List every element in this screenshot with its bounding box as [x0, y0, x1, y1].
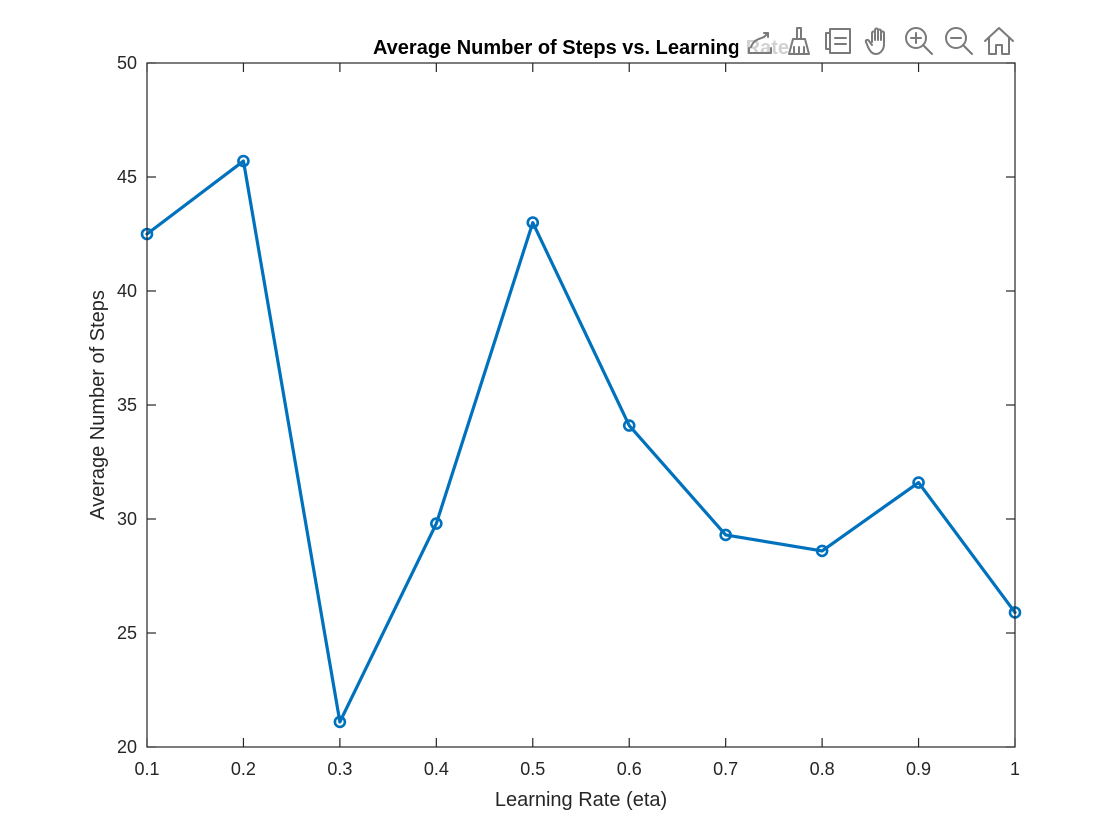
data-point-marker — [430, 517, 443, 530]
zoom-out-button[interactable] — [940, 22, 978, 60]
y-tick-label: 35 — [117, 395, 137, 415]
zoom-out-icon — [945, 27, 973, 55]
data-brush-button[interactable] — [780, 22, 818, 60]
axes-box — [146, 62, 1016, 748]
data-point-marker — [912, 476, 925, 489]
zoom-in-button[interactable] — [900, 22, 938, 60]
x-tick-label: 0.7 — [713, 759, 738, 779]
data-point-marker — [719, 528, 732, 542]
x-tick-label: 0.5 — [520, 759, 545, 779]
x-tick-label: 0.8 — [810, 759, 835, 779]
data-point-marker — [237, 154, 250, 168]
x-tick-label: 0.2 — [231, 759, 256, 779]
zoom-in-icon — [905, 27, 933, 55]
x-tick-label: 0.6 — [617, 759, 642, 779]
x-tick-label: 0.4 — [424, 759, 449, 779]
plot-area — [147, 63, 1015, 747]
data-point-marker — [526, 216, 540, 229]
legend-icon — [825, 28, 851, 54]
y-tick-label: 25 — [117, 623, 137, 643]
data-brush-icon — [788, 27, 810, 55]
x-tick-label: 0.9 — [906, 759, 931, 779]
brush-edit-icon — [748, 32, 772, 54]
brush-edit-button[interactable] — [740, 22, 778, 60]
data-point-marker — [333, 715, 347, 729]
home-button[interactable] — [980, 22, 1018, 60]
y-tick-label: 40 — [117, 281, 137, 301]
pan-button[interactable] — [860, 22, 898, 60]
legend-button[interactable] — [820, 22, 858, 60]
chart-title: Average Number of Steps vs. Learning Rat… — [373, 37, 789, 59]
axes-toolbar — [738, 20, 1020, 62]
x-axis-label: Learning Rate (eta) — [495, 789, 667, 811]
y-tick-label: 20 — [117, 737, 137, 757]
data-series — [140, 154, 1022, 729]
y-tick-label: 50 — [117, 53, 137, 73]
home-icon — [984, 27, 1014, 55]
x-tick-label: 0.1 — [134, 759, 159, 779]
y-tick-label: 30 — [117, 509, 137, 529]
data-point-marker — [815, 544, 829, 558]
y-tick-label: 45 — [117, 167, 137, 187]
series-line — [145, 159, 1017, 724]
x-tick-label: 1 — [1010, 759, 1020, 779]
y-axis-label: Average Number of Steps — [87, 290, 109, 520]
x-tick-label: 0.3 — [327, 759, 352, 779]
axis-ticks: 0.1 0.2 0.3 0.4 0.5 0.6 0.7 0.8 0.9 1 20 25 30 35 40 45… — [117, 53, 1020, 779]
data-point-marker — [622, 419, 636, 432]
pan-hand-icon — [864, 27, 885, 55]
